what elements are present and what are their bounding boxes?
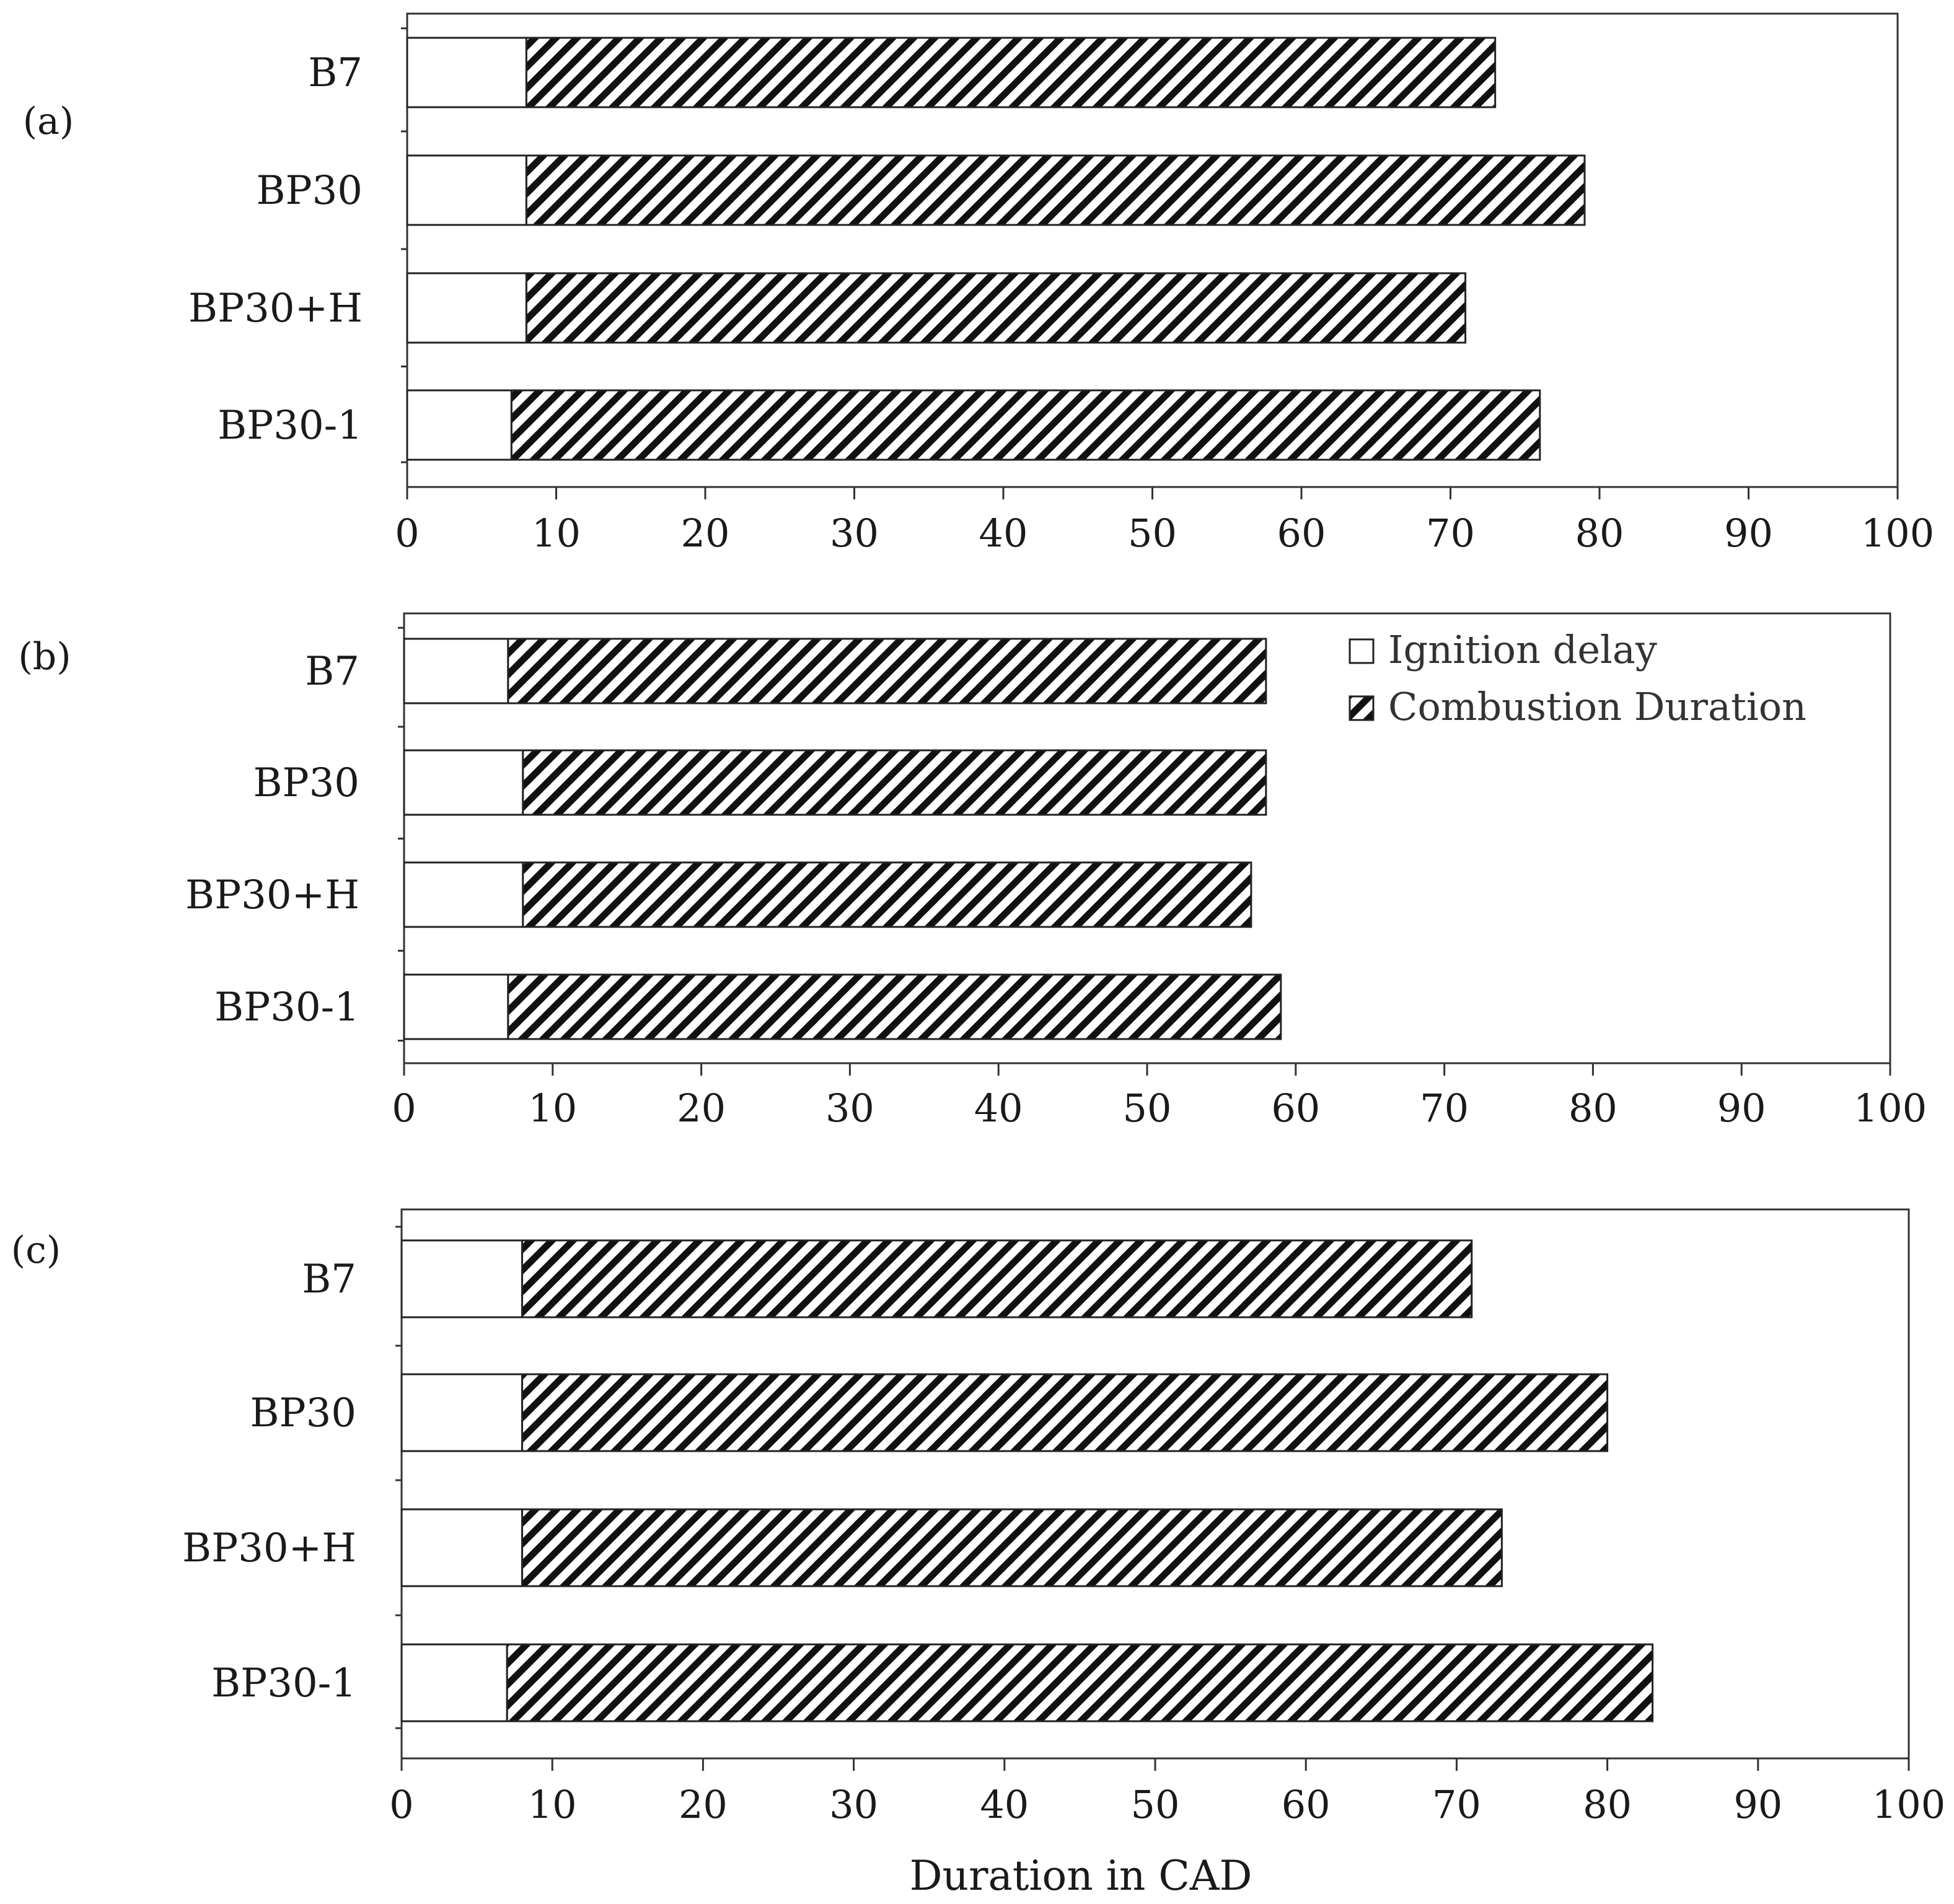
x-tick-label: 60 xyxy=(1271,1086,1320,1131)
x-tick-label: 50 xyxy=(1128,511,1177,556)
bar-ignition-delay xyxy=(403,638,509,704)
bar-combustion-duration xyxy=(521,1239,1473,1318)
bar-ignition-delay xyxy=(406,272,527,344)
x-tick-label: 100 xyxy=(1872,1782,1945,1827)
bar-combustion-duration xyxy=(522,749,1267,816)
category-label: BP30 xyxy=(253,760,359,806)
chart-root: 0 10 20 30 40 50 60 70 80 90 100B7BP30BP30+HBP30-1… xyxy=(11,12,1945,1900)
bar-combustion-duration xyxy=(507,973,1282,1040)
x-tick-label: 20 xyxy=(677,1086,726,1131)
bar-combustion-duration xyxy=(522,861,1252,928)
chart-panel-3: 0 10 20 30 40 50 60 70 80 90 100 B7 BP30 BP30+H BP30-1… xyxy=(11,1208,1945,1900)
legend-label: Combustion Duration xyxy=(1388,684,1807,729)
panel-label: (a) xyxy=(23,100,74,143)
bar-ignition-delay xyxy=(400,1373,524,1452)
x-tick-label: 60 xyxy=(1277,511,1326,556)
x-tick-label: 0 xyxy=(392,1086,416,1131)
x-tick-label: 70 xyxy=(1432,1782,1481,1827)
category-label: B7 xyxy=(302,1257,356,1302)
category-label: BP30-1 xyxy=(211,1661,356,1706)
bar-ignition-delay xyxy=(403,973,509,1040)
bar-ignition-delay xyxy=(403,861,524,928)
x-tick-label: 40 xyxy=(979,511,1028,556)
bar-ignition-delay xyxy=(403,749,524,816)
x-tick-label: 10 xyxy=(528,1782,577,1827)
x-tick-label: 0 xyxy=(395,511,419,556)
panel-label: (c) xyxy=(11,1229,61,1272)
x-tick-label: 20 xyxy=(681,511,730,556)
x-tick-label: 20 xyxy=(679,1782,728,1827)
legend: Ignition delay Combustion Duration xyxy=(1349,627,1807,729)
bar-combustion-duration xyxy=(506,1643,1654,1722)
bar-ignition-delay xyxy=(400,1508,524,1587)
x-tick-label: 60 xyxy=(1282,1782,1331,1827)
x-tick-label: 50 xyxy=(1123,1086,1172,1131)
x-tick-label: 30 xyxy=(829,1782,878,1827)
bar-ignition-delay xyxy=(406,37,527,108)
bar-ignition-delay xyxy=(400,1643,508,1722)
x-tick-label: 80 xyxy=(1569,1086,1617,1131)
x-tick-label: 80 xyxy=(1575,511,1624,556)
bar-combustion-duration xyxy=(525,272,1467,344)
x-tick-label: 10 xyxy=(532,511,581,556)
category-label: BP30+H xyxy=(185,872,359,918)
x-tick-label: 70 xyxy=(1426,511,1475,556)
x-tick-label: 40 xyxy=(980,1782,1029,1827)
category-label: BP30+H xyxy=(188,286,363,331)
bar-combustion-duration xyxy=(507,638,1267,704)
bar-combustion-duration xyxy=(521,1373,1609,1452)
x-tick-label: 10 xyxy=(528,1086,577,1131)
x-tick-label: 0 xyxy=(389,1782,413,1827)
x-tick-label: 50 xyxy=(1131,1782,1180,1827)
bar-ignition-delay xyxy=(406,154,527,226)
category-label: BP30+H xyxy=(182,1525,356,1571)
legend-label: Ignition delay xyxy=(1388,627,1657,672)
category-label: BP30 xyxy=(250,1390,356,1436)
legend-swatch-combustion-duration xyxy=(1349,695,1375,721)
x-tick-label: 70 xyxy=(1420,1086,1469,1131)
x-tick-label: 30 xyxy=(830,511,879,556)
bar-ignition-delay xyxy=(400,1239,524,1318)
category-label: BP30 xyxy=(256,168,363,214)
category-label: BP30-1 xyxy=(218,403,363,449)
x-axis-title: Duration in CAD xyxy=(910,1852,1252,1900)
x-tick-label: 90 xyxy=(1724,511,1773,556)
category-label: BP30-1 xyxy=(214,985,359,1030)
bar-combustion-duration xyxy=(525,37,1497,108)
category-label: B7 xyxy=(308,50,363,96)
panel-label: (b) xyxy=(18,635,71,678)
bar-combustion-duration xyxy=(510,389,1541,461)
x-tick-label: 40 xyxy=(974,1086,1023,1131)
x-tick-label: 80 xyxy=(1583,1782,1632,1827)
chart-panel-2: 0 10 20 30 40 50 60 70 80 90 100 B7 BP30 BP30+H BP30-1… xyxy=(18,612,1927,1131)
x-tick-label: 90 xyxy=(1717,1086,1766,1131)
x-tick-label: 100 xyxy=(1861,511,1934,556)
legend-swatch-ignition-delay xyxy=(1349,638,1375,664)
chart-panel-1: 0 10 20 30 40 50 60 70 80 90 100 B7 BP30 BP30+H BP30-1… xyxy=(23,12,1934,556)
bar-combustion-duration xyxy=(521,1508,1503,1587)
bar-ignition-delay xyxy=(406,389,513,461)
x-tick-label: 100 xyxy=(1854,1086,1927,1131)
x-tick-label: 30 xyxy=(825,1086,874,1131)
x-tick-label: 90 xyxy=(1733,1782,1782,1827)
category-label: B7 xyxy=(305,649,359,695)
bar-combustion-duration xyxy=(525,154,1586,226)
